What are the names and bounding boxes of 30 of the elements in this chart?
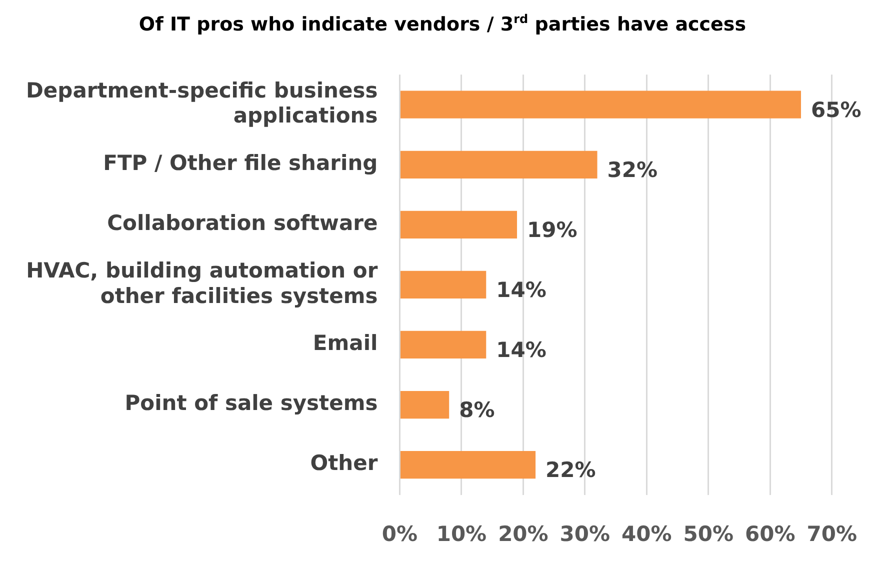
bar — [400, 330, 486, 359]
y-tick-label: Email — [312, 331, 378, 356]
bar — [400, 90, 801, 118]
data-label: 8% — [459, 398, 495, 422]
x-tick-label: 40% — [622, 522, 672, 546]
y-tick-label: Point of sale systems — [124, 391, 378, 416]
data-label: 19% — [527, 218, 578, 242]
y-tick-label: FTP / Other file sharing — [103, 151, 378, 176]
chart-title: Of IT pros who indicate vendors / 3$^{rd}$ parties have access — [138, 11, 748, 38]
data-label: 14% — [496, 278, 546, 302]
data-label: 32% — [607, 158, 658, 182]
bar — [400, 270, 486, 299]
x-tick-label: 0% — [382, 522, 418, 546]
bar — [400, 390, 450, 419]
data-label: 22% — [546, 458, 596, 482]
y-tick-label: Department-specific business applications — [26, 78, 378, 128]
bar — [400, 150, 598, 178]
y-tick-label: Other — [310, 451, 378, 476]
x-tick-label: 30% — [560, 522, 610, 546]
y-tick-label: HVAC, building automation or other facilities systems — [26, 258, 378, 308]
x-tick-label: 70% — [806, 522, 857, 546]
bar — [400, 450, 536, 479]
x-tick-label: 50% — [683, 522, 734, 546]
y-tick-label: Collaboration software — [107, 211, 378, 236]
x-tick-label: 60% — [745, 522, 796, 546]
x-tick-label: 10% — [436, 522, 487, 546]
data-label: 65% — [811, 98, 862, 122]
bar — [400, 210, 518, 238]
x-tick-label: 20% — [498, 522, 548, 546]
data-label: 14% — [496, 338, 546, 362]
